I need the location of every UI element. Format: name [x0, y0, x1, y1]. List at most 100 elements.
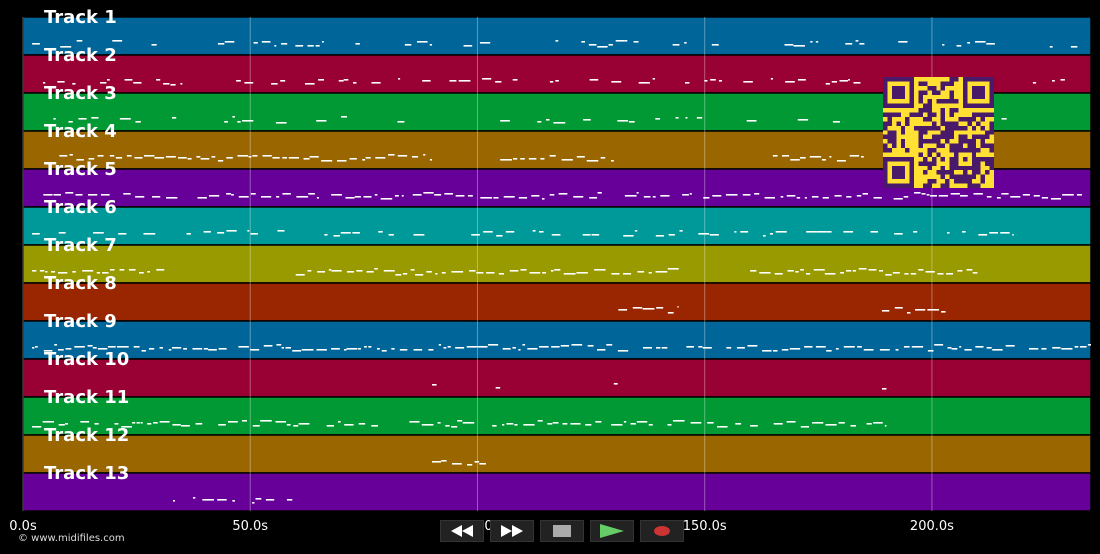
- note: [743, 81, 753, 83]
- note: [60, 46, 72, 48]
- rewind-button[interactable]: [440, 520, 484, 542]
- note: [787, 270, 794, 272]
- note: [642, 308, 655, 310]
- note: [682, 194, 689, 196]
- play-button[interactable]: [590, 520, 634, 542]
- note: [518, 349, 521, 351]
- note: [850, 425, 857, 427]
- note: [309, 156, 319, 158]
- record-button[interactable]: [640, 520, 684, 542]
- note: [58, 232, 66, 234]
- note: [1060, 79, 1065, 81]
- note: [80, 421, 90, 423]
- note: [812, 422, 824, 424]
- note: [97, 155, 104, 157]
- note: [562, 423, 568, 425]
- note: [636, 192, 639, 194]
- note: [434, 194, 442, 196]
- track-lane: [22, 206, 1092, 246]
- note: [821, 159, 826, 161]
- note: [570, 423, 581, 425]
- note: [594, 269, 606, 271]
- note: [250, 193, 256, 195]
- note: [597, 349, 606, 351]
- note: [973, 193, 983, 195]
- note: [502, 424, 505, 426]
- note: [92, 347, 97, 349]
- note: [857, 346, 862, 348]
- note: [740, 231, 749, 233]
- note: [576, 272, 588, 274]
- note: [133, 346, 140, 348]
- note: [153, 422, 158, 424]
- note: [972, 272, 978, 274]
- fast-forward-button[interactable]: [490, 520, 534, 542]
- note: [429, 159, 433, 161]
- note: [316, 349, 327, 351]
- note: [839, 80, 848, 82]
- note: [815, 41, 819, 43]
- note: [667, 268, 679, 270]
- note: [471, 234, 480, 236]
- note: [893, 198, 903, 200]
- note: [226, 193, 231, 195]
- note: [202, 499, 214, 501]
- note: [549, 81, 554, 83]
- note: [660, 195, 670, 197]
- note: [764, 197, 775, 199]
- note: [895, 349, 899, 351]
- note: [656, 347, 661, 349]
- note: [500, 159, 513, 161]
- note: [600, 157, 606, 159]
- note: [698, 346, 703, 348]
- note: [786, 421, 796, 423]
- note: [553, 122, 566, 124]
- copyright-text: © www.midifiles.com: [18, 533, 125, 544]
- note: [770, 78, 773, 80]
- note: [34, 346, 38, 348]
- note: [1033, 195, 1040, 197]
- note: [45, 271, 48, 273]
- note: [846, 196, 852, 198]
- note: [679, 230, 683, 232]
- note: [512, 79, 518, 81]
- track-label: Track 6: [44, 197, 117, 218]
- note: [1005, 345, 1015, 347]
- note: [172, 424, 181, 426]
- note: [785, 81, 795, 83]
- note: [54, 344, 58, 346]
- note: [337, 421, 341, 423]
- note: [217, 499, 227, 501]
- note: [652, 78, 656, 80]
- note: [412, 194, 422, 196]
- note: [398, 78, 401, 80]
- note: [937, 273, 944, 275]
- note: [151, 44, 157, 46]
- note: [383, 270, 395, 272]
- note: [143, 233, 156, 235]
- note: [255, 498, 262, 500]
- note: [307, 270, 312, 272]
- note: [962, 231, 966, 233]
- note: [913, 231, 918, 233]
- note: [759, 272, 771, 274]
- stop-button[interactable]: [540, 520, 584, 542]
- note: [934, 344, 944, 346]
- note: [135, 121, 141, 123]
- note: [710, 79, 716, 81]
- note: [613, 383, 618, 385]
- note: [304, 83, 315, 85]
- note: [633, 41, 639, 43]
- note: [825, 424, 837, 426]
- note: [139, 272, 144, 274]
- note: [583, 119, 591, 121]
- note: [337, 160, 347, 162]
- note: [261, 41, 271, 43]
- note: [911, 346, 924, 348]
- note: [97, 348, 108, 350]
- track-label: Track 10: [44, 349, 129, 370]
- note: [276, 196, 280, 198]
- note: [124, 79, 133, 81]
- note: [495, 81, 502, 83]
- note: [321, 41, 324, 43]
